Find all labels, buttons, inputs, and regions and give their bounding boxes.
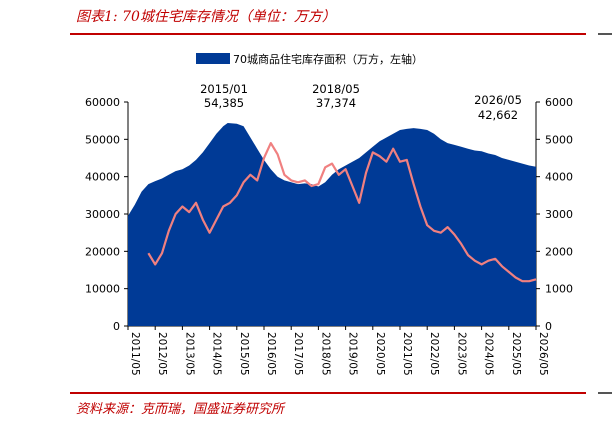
y-left-tick-label: 50000 xyxy=(85,133,120,146)
legend: 70城商品住宅库存面积（万方，左轴） xyxy=(196,52,423,66)
source-note: 资料来源：克而瑞，国盛证券研究所 xyxy=(76,402,285,417)
figure-caption: 图表1: 70城住宅库存情况（单位：万方） xyxy=(76,9,336,25)
x-tick-label: 2026/05 xyxy=(537,332,549,376)
x-tick-label: 2018/05 xyxy=(319,332,331,376)
series-line-right-axis xyxy=(147,142,537,283)
plot-area xyxy=(128,123,537,326)
top-edge-mark xyxy=(598,33,612,35)
x-tick-label: 2023/05 xyxy=(455,332,467,376)
x-tick-label: 2011/05 xyxy=(129,332,141,376)
bottom-edge-mark xyxy=(598,392,612,394)
legend-entry: 70城商品住宅库存面积（万方，左轴） xyxy=(233,52,423,66)
x-tick-label: 2019/05 xyxy=(347,332,359,376)
x-tick-label: 2015/05 xyxy=(238,332,250,376)
x-tick-label: 2017/05 xyxy=(292,332,304,376)
top-rule xyxy=(70,33,586,35)
y-left-tick-label: 20000 xyxy=(85,245,120,258)
series-area-inventory xyxy=(128,123,536,326)
y-right-tick-label: 6000 xyxy=(545,96,573,109)
y-right-tick-label: 0 xyxy=(545,320,552,333)
annotation-date: 2015/01 xyxy=(200,82,248,96)
x-tick-label: 2016/05 xyxy=(265,332,277,376)
y-right-tick-label: 1000 xyxy=(545,283,573,296)
y-left-tick-label: 10000 xyxy=(85,283,120,296)
x-tick-label: 2024/05 xyxy=(483,332,495,376)
annotation-value: 42,662 xyxy=(478,108,518,122)
y-right-tick-label: 4000 xyxy=(545,171,573,184)
annotation-value: 37,374 xyxy=(316,96,356,110)
y-left-tick-label: 30000 xyxy=(85,208,120,221)
y-left-tick-label: 0 xyxy=(113,320,120,333)
bottom-rule xyxy=(70,392,586,394)
y-right-tick-label: 3000 xyxy=(545,208,573,221)
x-tick-label: 2021/05 xyxy=(401,332,413,376)
annotation-value: 54,385 xyxy=(204,96,244,110)
y-left-tick-label: 40000 xyxy=(85,171,120,184)
y-left-tick-label: 60000 xyxy=(85,96,120,109)
y-right-tick-label: 2000 xyxy=(545,245,573,258)
annotation-date: 2026/05 xyxy=(474,93,522,107)
x-tick-label: 2025/05 xyxy=(510,332,522,376)
x-tick-label: 2014/05 xyxy=(211,332,223,376)
x-tick-label: 2022/05 xyxy=(428,332,440,376)
legend-swatch xyxy=(196,53,230,64)
x-tick-label: 2020/05 xyxy=(374,332,386,376)
x-tick-label: 2012/05 xyxy=(156,332,168,376)
annotation-date: 2018/05 xyxy=(312,82,360,96)
x-tick-label: 2013/05 xyxy=(183,332,195,376)
y-right-tick-label: 5000 xyxy=(545,133,573,146)
